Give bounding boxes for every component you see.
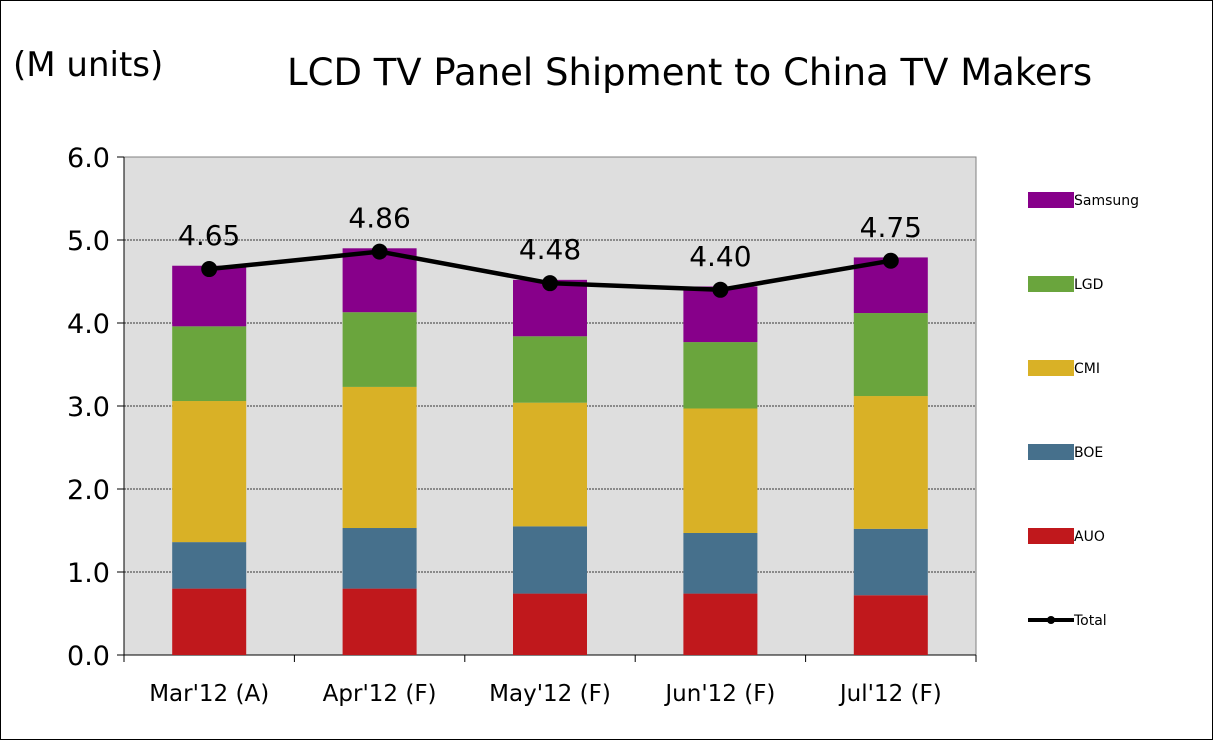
chart-title: LCD TV Panel Shipment to China TV Makers: [287, 51, 1093, 94]
y-tick-label: 4.0: [67, 309, 110, 340]
bar-segment-auo: [342, 588, 417, 655]
bar-segment-cmi: [342, 386, 417, 529]
legend-swatch-auo: [1028, 528, 1074, 544]
total-marker: [882, 252, 899, 269]
total-marker: [712, 281, 729, 298]
bar-segment-auo: [683, 593, 758, 655]
total-data-label: 4.48: [519, 233, 581, 266]
y-tick-label: 1.0: [67, 558, 110, 589]
total-data-label: 4.86: [348, 202, 410, 235]
legend-swatch-cmi: [1028, 360, 1074, 376]
bar-segment-cmi: [853, 396, 928, 529]
x-tick-label: Jul'12 (F): [838, 681, 942, 707]
x-tick-label: Jun'12 (F): [663, 681, 775, 707]
bar-segment-auo: [172, 588, 247, 655]
legend-swatch-total-marker: [1047, 616, 1055, 624]
bar-segment-cmi: [513, 402, 587, 527]
legend-label-lgd: LGD: [1074, 277, 1103, 293]
total-data-label: 4.40: [689, 240, 751, 273]
legend-swatch-samsung: [1028, 192, 1074, 208]
total-marker: [542, 275, 558, 292]
bar-segment-lgd: [342, 312, 417, 387]
bar-segment-boe: [513, 526, 587, 594]
x-tick-label: Mar'12 (A): [149, 681, 269, 707]
y-axis-unit-label: (M units): [13, 45, 164, 85]
bar-segment-lgd: [683, 342, 758, 409]
bar-segment-cmi: [172, 401, 247, 543]
legend-swatch-boe: [1028, 444, 1074, 460]
legend-swatch-lgd: [1028, 276, 1074, 292]
bar-segment-boe: [172, 542, 247, 589]
bar-segment-boe: [342, 528, 417, 589]
total-data-label: 4.65: [178, 219, 240, 252]
y-tick-label: 5.0: [67, 226, 110, 257]
legend-label-samsung: Samsung: [1074, 193, 1139, 209]
bar-segment-cmi: [683, 408, 758, 533]
bar-segment-auo: [513, 593, 587, 655]
bar-segment-lgd: [853, 313, 928, 397]
y-tick-label: 2.0: [67, 475, 110, 506]
bar-segment-auo: [853, 595, 928, 655]
bar-segment-lgd: [172, 326, 247, 402]
bar-segment-boe: [683, 532, 758, 594]
y-tick-label: 0.0: [67, 641, 110, 672]
y-tick-label: 6.0: [67, 143, 110, 174]
total-marker: [371, 243, 388, 260]
total-marker: [201, 261, 218, 278]
x-tick-label: Apr'12 (F): [323, 681, 437, 707]
bar-segment-lgd: [513, 336, 587, 403]
legend-label-boe: BOE: [1074, 445, 1103, 461]
legend-label-cmi: CMI: [1074, 361, 1100, 377]
legend-label-total: Total: [1073, 613, 1107, 629]
bar-segment-boe: [853, 528, 928, 596]
total-data-label: 4.75: [860, 211, 922, 244]
x-tick-label: May'12 (F): [489, 681, 611, 707]
legend-label-auo: AUO: [1074, 529, 1105, 545]
y-tick-label: 3.0: [67, 392, 110, 423]
